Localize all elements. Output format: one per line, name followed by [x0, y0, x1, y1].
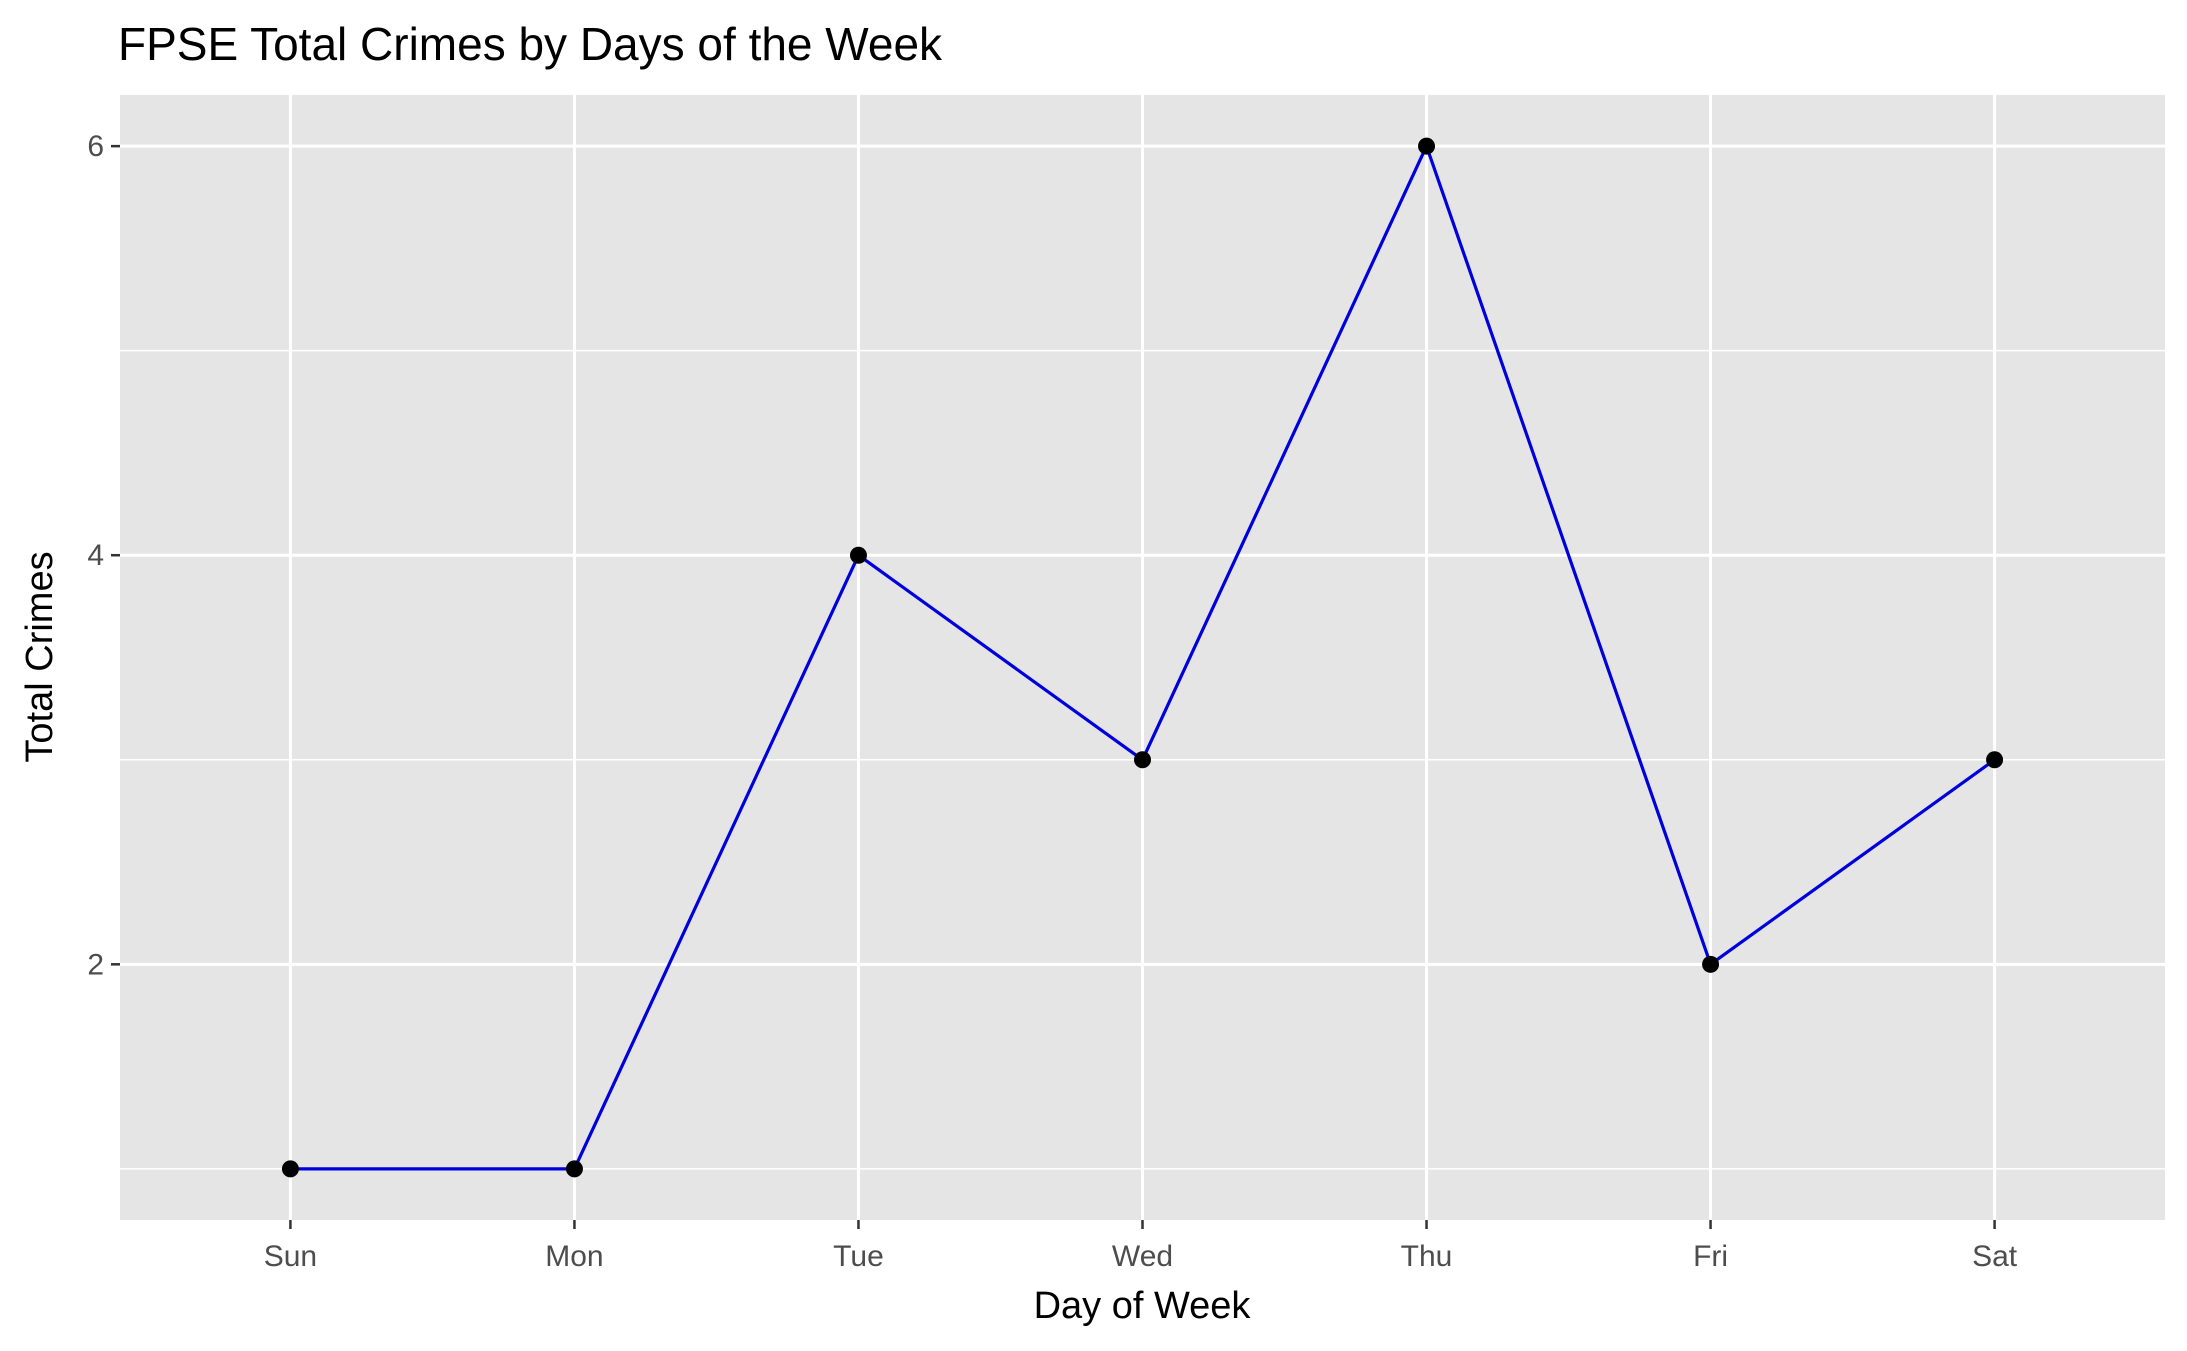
x-axis-title: Day of Week [1034, 1285, 1252, 1327]
x-tick-label-wed: Wed [1112, 1240, 1173, 1273]
y-tick-label: 4 [87, 539, 104, 572]
x-tick-label-tue: Tue [833, 1240, 884, 1273]
x-tick-label-mon: Mon [545, 1240, 603, 1273]
data-point-wed [1134, 751, 1151, 769]
y-axis: 2 4 6 [87, 130, 120, 981]
data-point-thu [1418, 137, 1436, 155]
data-point-sat [1986, 751, 2004, 769]
x-axis: Sun Mon Tue Wed Thu Fri Sat [264, 1220, 2018, 1273]
data-point-mon [565, 1160, 583, 1178]
y-tick-label: 6 [87, 130, 104, 163]
x-tick-label-sat: Sat [1972, 1240, 2018, 1273]
data-point-sun [281, 1160, 299, 1178]
data-point-fri [1702, 955, 1720, 973]
x-tick-label-thu: Thu [1401, 1240, 1453, 1273]
y-axis-title: Total Crimes [19, 551, 61, 762]
y-tick-label: 2 [87, 948, 104, 981]
x-tick-label-fri: Fri [1693, 1240, 1728, 1273]
x-tick-label-sun: Sun [264, 1240, 317, 1273]
data-point-tue [849, 546, 867, 564]
chart-title: FPSE Total Crimes by Days of the Week [118, 18, 943, 70]
major-gridlines [120, 95, 2165, 1220]
series-layer [281, 137, 2004, 1178]
